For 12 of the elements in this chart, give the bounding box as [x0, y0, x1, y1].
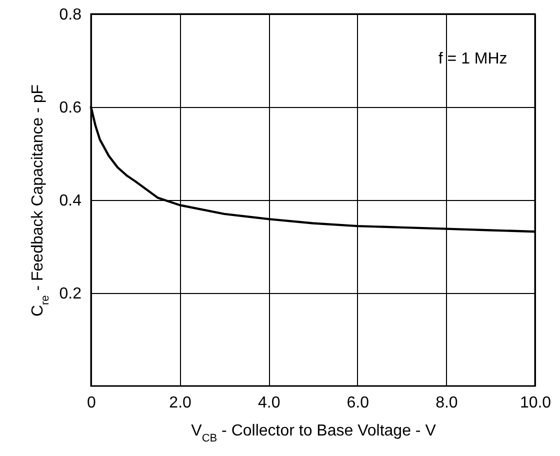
annotation: f = 1 MHz — [438, 50, 508, 68]
x-tick-label: 6.0 — [346, 394, 370, 412]
y-tick-label: 0.2 — [59, 286, 82, 302]
x-tick-label: 8.0 — [436, 394, 458, 412]
x-axis-title: V$_{CB}$ - Collector to Base Voltage - V — [191, 422, 436, 444]
y-tick-label: 0.8 — [59, 6, 82, 24]
x-tick-label: 10.0 — [520, 394, 552, 412]
y-tick-label: 0.6 — [59, 100, 82, 116]
x-tick-label: 4.0 — [258, 394, 280, 412]
x-tick-label: 0 — [87, 394, 96, 412]
y-tick-label: 0.4 — [59, 192, 82, 210]
x-tick-label: 2.0 — [169, 394, 192, 412]
